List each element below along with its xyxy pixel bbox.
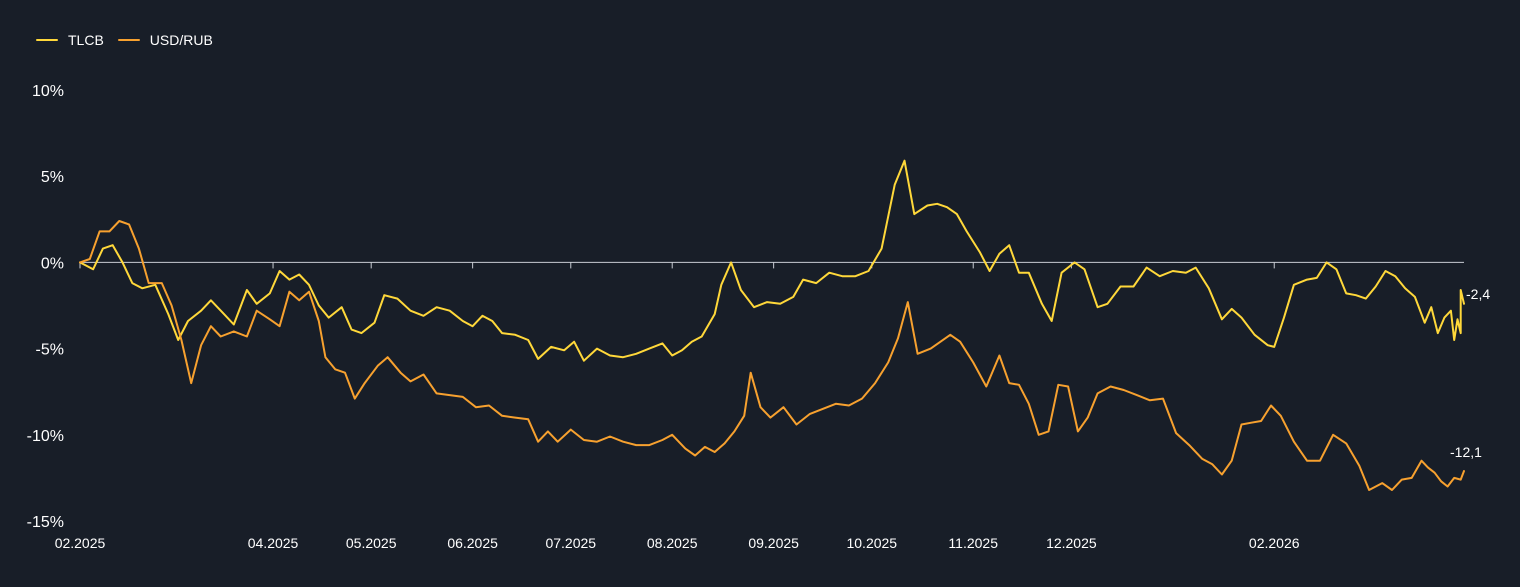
x-tick-label: 09.2025 — [748, 535, 799, 551]
y-tick-label: 5% — [41, 169, 64, 186]
legend-label-tlcb: TLCB — [68, 32, 104, 48]
x-tick-label: 06.2025 — [447, 535, 498, 551]
y-tick-label: 10% — [32, 83, 64, 100]
end-labels: -2,4 -12,1 — [1450, 286, 1490, 460]
legend-swatch-tlcb — [36, 39, 58, 41]
x-tick-label: 02.2025 — [55, 535, 106, 551]
x-tick-label: 02.2026 — [1249, 535, 1300, 551]
end-label-tlcb: -2,4 — [1466, 286, 1490, 302]
legend-swatch-usdrub — [117, 39, 140, 41]
y-tick-label: -10% — [27, 428, 64, 445]
x-tick-label: 12.2025 — [1046, 535, 1097, 551]
y-tick-label: -15% — [27, 514, 64, 531]
end-label-usdrub: -12,1 — [1450, 444, 1482, 460]
y-tick-label: -5% — [36, 342, 64, 359]
x-tick-label: 11.2025 — [948, 535, 998, 551]
series-line-usdrub[interactable] — [79, 220, 1465, 491]
legend-item-tlcb[interactable]: TLCB — [36, 32, 104, 48]
x-tick-label: 08.2025 — [647, 535, 698, 551]
series-line-tlcb[interactable] — [79, 159, 1465, 362]
legend-label-usdrub: USD/RUB — [149, 32, 213, 48]
x-tick-label: 10.2025 — [846, 535, 897, 551]
x-tick-label: 04.2025 — [248, 535, 299, 551]
x-tick-label: 07.2025 — [545, 535, 596, 551]
legend: TLCB USD/RUB — [36, 30, 213, 50]
series-layer — [79, 159, 1465, 491]
y-tick-label: 0% — [41, 255, 64, 272]
x-tick-label: 05.2025 — [346, 535, 397, 551]
y-axis: 10% 5% 0% -5% -10% -15% — [27, 83, 64, 531]
legend-item-usdrub[interactable]: USD/RUB — [117, 32, 213, 48]
x-axis: 02.2025 04.2025 05.2025 06.2025 07.2025 08.20… — [55, 262, 1300, 551]
